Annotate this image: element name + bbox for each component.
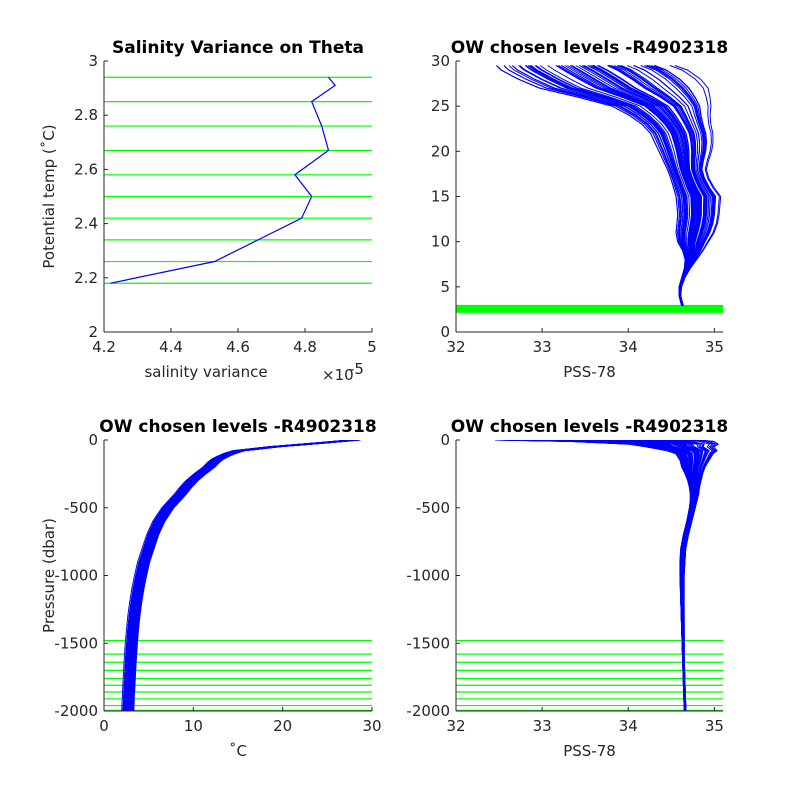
x-tick-label: 0	[99, 717, 109, 735]
y-tick-label: 2.4	[74, 215, 98, 233]
profile-line	[600, 440, 696, 711]
y-tick-label: 2.2	[74, 269, 98, 287]
profile-line	[567, 65, 695, 306]
profile-line	[679, 440, 713, 711]
x-tick-label: 34	[619, 717, 638, 735]
profile-line	[558, 65, 693, 306]
chart-title: OW chosen levels -R4902318	[451, 417, 728, 437]
y-tick-label: 20	[431, 142, 450, 160]
profile-line	[556, 65, 693, 306]
x-tick-label: 32	[446, 338, 465, 356]
y-tick-label: -2000	[54, 702, 98, 720]
x-tick-label: 35	[705, 717, 724, 735]
profile-line	[558, 65, 693, 306]
x-axis-label: PSS-78	[563, 363, 616, 381]
profile-line	[633, 65, 711, 306]
x-tick-label: 5	[367, 338, 377, 356]
plot-area	[456, 440, 723, 711]
x-tick-label: 4.2	[92, 338, 116, 356]
y-tick-label: 3	[88, 52, 98, 70]
y-tick-label: 0	[440, 323, 450, 341]
chart-title: OW chosen levels -R4902318	[99, 417, 376, 437]
x-axis-multiplier-exponent: -5	[349, 360, 364, 378]
y-tick-label: 15	[431, 188, 450, 206]
profile-line	[546, 440, 693, 711]
y-axis-label: Pressure (dbar)	[40, 518, 58, 633]
y-tick-label: 0	[440, 431, 450, 449]
x-tick-label: 33	[533, 338, 552, 356]
profile-line	[127, 440, 355, 711]
y-axis-label: Potential temp (˚C)	[40, 124, 58, 268]
x-tick-label: 32	[446, 717, 465, 735]
x-axis-label: PSS-78	[563, 742, 616, 760]
y-tick-label: 2	[88, 323, 98, 341]
x-tick-label: 35	[705, 338, 724, 356]
profile-line	[129, 440, 357, 711]
x-tick-label: 4.8	[293, 338, 317, 356]
chart-p1: 4.2 4.4 4.6 4.8 5 2 2.2 2.4 2.6 2.8 3 Salinity Vari…	[40, 38, 377, 384]
x-tick-label: 34	[619, 338, 638, 356]
x-axis-multiplier: ×10	[322, 366, 354, 384]
x-tick-label: 4.4	[159, 338, 183, 356]
y-tick-label: 25	[431, 97, 450, 115]
profile-line	[121, 440, 349, 711]
x-tick-label: 4.6	[226, 338, 250, 356]
y-tick-label: -1000	[54, 567, 98, 585]
y-tick-label: 2.8	[74, 106, 98, 124]
y-tick-label: -500	[416, 499, 450, 517]
y-tick-label: 5	[440, 278, 450, 296]
y-tick-label: -1500	[406, 634, 450, 652]
profile-line	[582, 65, 699, 306]
x-tick-label: 30	[362, 717, 381, 735]
x-tick-label: 10	[184, 717, 203, 735]
chart-title: Salinity Variance on Theta	[112, 38, 364, 58]
y-tick-label: -500	[64, 499, 98, 517]
y-tick-label: -2000	[406, 702, 450, 720]
profile-line	[503, 65, 687, 306]
x-axis-label: salinity variance	[144, 363, 267, 381]
profile-line	[674, 65, 722, 306]
chart-title: OW chosen levels -R4902318	[451, 38, 728, 58]
plot-area	[456, 65, 723, 313]
profile-line	[132, 440, 360, 711]
series-line	[110, 76, 336, 284]
profile-line	[528, 65, 688, 306]
profile-line	[126, 440, 354, 711]
profile-line	[617, 65, 707, 306]
y-tick-label: -1500	[54, 634, 98, 652]
y-tick-label: 0	[88, 431, 98, 449]
plot-area	[104, 76, 372, 284]
plot-area	[104, 440, 372, 711]
chart-p4: 32 33 34 35 -2000 -1500 -1000 -500 0OW chosen le…	[406, 417, 728, 760]
x-axis-label: ˚C	[229, 742, 247, 760]
profile-line	[123, 440, 351, 711]
y-tick-label: 30	[431, 52, 450, 70]
x-tick-label: 33	[533, 717, 552, 735]
y-tick-label: 10	[431, 233, 450, 251]
y-tick-label: -1000	[406, 567, 450, 585]
y-tick-label: 2.6	[74, 160, 98, 178]
profile-line	[651, 65, 716, 306]
x-tick-label: 20	[273, 717, 292, 735]
